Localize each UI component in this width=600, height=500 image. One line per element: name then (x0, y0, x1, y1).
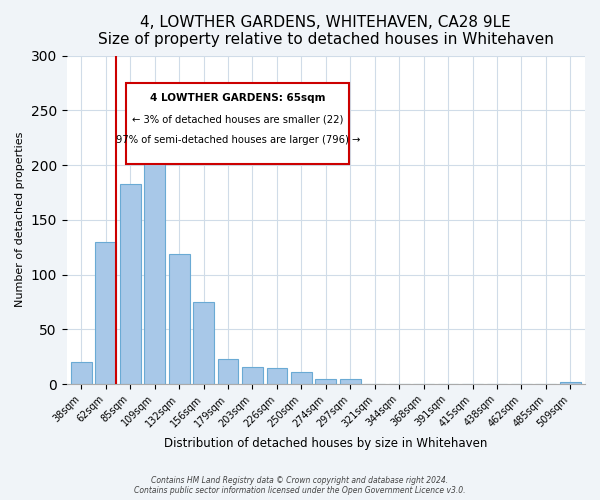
Text: Contains HM Land Registry data © Crown copyright and database right 2024.
Contai: Contains HM Land Registry data © Crown c… (134, 476, 466, 495)
FancyBboxPatch shape (126, 84, 349, 164)
X-axis label: Distribution of detached houses by size in Whitehaven: Distribution of detached houses by size … (164, 437, 488, 450)
Bar (193, 302, 214, 384)
Text: 97% of semi-detached houses are larger (796) →: 97% of semi-detached houses are larger (… (116, 136, 360, 145)
Bar (218, 359, 238, 384)
Bar (340, 378, 361, 384)
Bar (95, 242, 116, 384)
Bar (169, 254, 190, 384)
Bar (71, 362, 92, 384)
Bar (291, 372, 312, 384)
Title: 4, LOWTHER GARDENS, WHITEHAVEN, CA28 9LE
Size of property relative to detached h: 4, LOWTHER GARDENS, WHITEHAVEN, CA28 9LE… (98, 15, 554, 48)
Bar (144, 130, 165, 384)
Bar (242, 366, 263, 384)
Bar (316, 378, 336, 384)
Bar (120, 184, 140, 384)
Bar (266, 368, 287, 384)
Text: ← 3% of detached houses are smaller (22): ← 3% of detached houses are smaller (22) (132, 114, 343, 124)
Bar (560, 382, 581, 384)
Y-axis label: Number of detached properties: Number of detached properties (15, 132, 25, 308)
Text: 4 LOWTHER GARDENS: 65sqm: 4 LOWTHER GARDENS: 65sqm (150, 94, 325, 104)
